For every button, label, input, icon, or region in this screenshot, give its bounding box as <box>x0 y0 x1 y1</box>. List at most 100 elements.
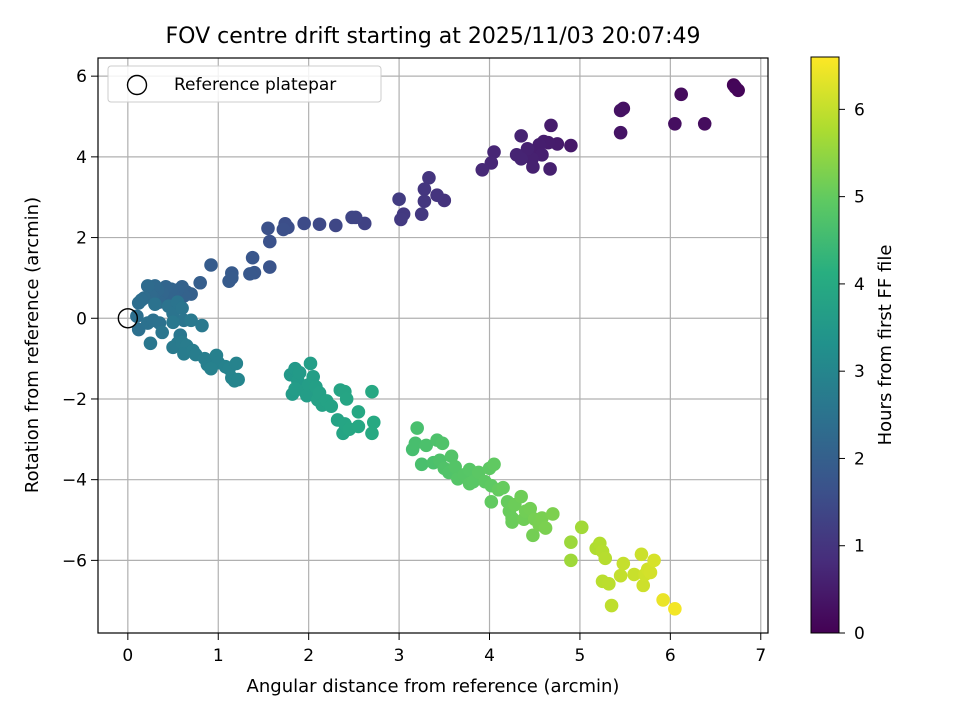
data-point <box>184 313 198 328</box>
chart-title: FOV centre drift starting at 2025/11/03 … <box>166 24 701 49</box>
y-tick-label: −2 <box>62 390 87 410</box>
data-point <box>496 480 510 495</box>
data-point <box>175 301 189 315</box>
data-point <box>225 271 239 285</box>
data-point <box>262 234 277 249</box>
colorbar-ticks: 0 1 2 3 4 5 6 <box>839 100 865 644</box>
data-point <box>514 489 528 504</box>
data-point <box>616 556 631 571</box>
data-point <box>598 551 613 566</box>
data-point <box>668 116 682 131</box>
data-point <box>728 80 743 95</box>
data-point <box>523 501 537 516</box>
data-point <box>564 535 578 550</box>
data-point <box>419 438 434 453</box>
legend-reference-marker <box>126 74 148 96</box>
data-point <box>514 129 528 143</box>
y-axis-label: Rotation from reference (arcmin) <box>22 197 43 493</box>
x-tick-label: 6 <box>665 646 676 666</box>
data-point <box>231 372 245 387</box>
x-tick-label: 1 <box>213 646 224 666</box>
data-point <box>430 188 444 202</box>
data-point <box>526 528 540 543</box>
x-tick-label: 3 <box>394 646 405 666</box>
data-point <box>345 210 359 225</box>
data-point <box>448 459 462 474</box>
legend-entry-reference-platepar: Reference platepar <box>174 75 336 95</box>
data-point <box>204 258 218 272</box>
y-tick-label: 4 <box>76 148 87 168</box>
data-point <box>312 217 327 232</box>
data-point <box>636 578 651 593</box>
data-point <box>204 361 218 376</box>
data-point <box>410 421 424 435</box>
data-point <box>297 216 311 231</box>
grid-lines <box>98 58 768 633</box>
plot-frame <box>97 57 769 634</box>
data-point <box>143 336 158 351</box>
data-point <box>148 297 162 311</box>
data-point <box>262 260 277 274</box>
data-point <box>520 141 535 156</box>
data-point <box>613 125 628 140</box>
data-point <box>408 436 423 451</box>
reference-marker-group <box>117 308 139 329</box>
data-point <box>366 415 381 430</box>
x-axis-ticks: 0 1 2 3 4 5 6 7 <box>122 633 766 666</box>
data-point <box>300 388 314 403</box>
data-point <box>643 565 658 580</box>
y-axis-ticks: −6 −4 −2 0 2 4 6 <box>62 67 98 571</box>
data-point <box>243 267 257 281</box>
data-point <box>365 426 379 441</box>
data-point <box>392 192 406 207</box>
data-point <box>647 553 661 568</box>
colorbar-tick-label: 3 <box>854 362 865 382</box>
data-point <box>417 194 432 209</box>
x-tick-label: 0 <box>122 646 133 666</box>
data-point <box>564 138 578 153</box>
data-point <box>414 207 429 221</box>
data-point <box>303 356 318 371</box>
data-point <box>526 160 540 174</box>
data-point <box>487 145 501 159</box>
data-point <box>155 325 169 340</box>
data-point <box>564 553 578 568</box>
data-point <box>245 250 260 265</box>
data-point <box>514 152 528 166</box>
data-point <box>484 495 499 509</box>
data-point <box>487 457 501 472</box>
x-tick-label: 4 <box>484 646 495 666</box>
data-point <box>544 118 558 133</box>
legend-box <box>107 65 382 103</box>
data-point <box>329 218 343 233</box>
data-point <box>543 162 557 176</box>
data-point <box>668 601 682 616</box>
data-point <box>602 576 616 591</box>
data-point <box>365 384 379 399</box>
colorbar-tick-label: 6 <box>854 100 865 120</box>
colorbar-tick-label: 1 <box>854 537 865 557</box>
data-point <box>697 116 712 131</box>
data-point <box>193 275 207 290</box>
data-point <box>538 521 553 535</box>
x-tick-label: 2 <box>303 646 314 666</box>
y-tick-label: −6 <box>62 551 87 571</box>
data-point <box>351 405 366 419</box>
data-point <box>627 567 641 582</box>
y-tick-label: −4 <box>62 471 87 491</box>
colorbar-tick-label: 4 <box>854 275 865 295</box>
data-point <box>444 449 459 464</box>
data-point <box>634 547 649 562</box>
data-point <box>394 212 408 227</box>
data-point <box>261 221 275 236</box>
data-point <box>656 593 670 607</box>
data-point <box>574 520 589 535</box>
data-point <box>195 318 209 333</box>
x-tick-label: 7 <box>755 646 766 666</box>
data-point <box>276 222 291 237</box>
data-point <box>475 162 490 177</box>
data-point <box>435 436 450 451</box>
colorbar-tick-label: 2 <box>854 449 865 469</box>
